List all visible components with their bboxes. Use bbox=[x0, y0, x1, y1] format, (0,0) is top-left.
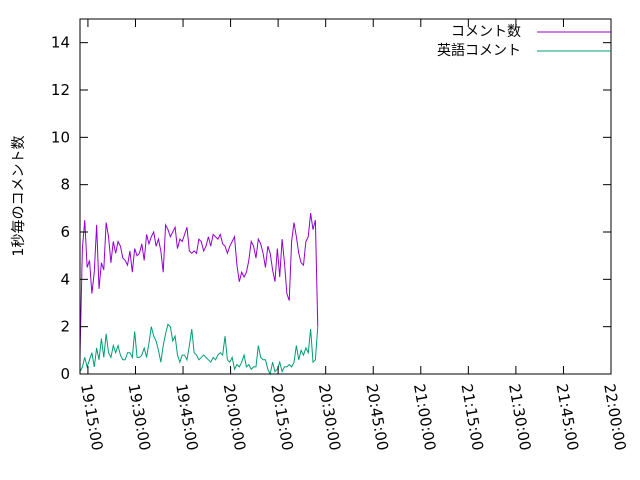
y-tick-label: 14 bbox=[51, 34, 70, 52]
y-tick-label: 0 bbox=[60, 365, 70, 383]
y-tick-label: 12 bbox=[51, 81, 70, 99]
series-line-1 bbox=[79, 212, 319, 356]
y-axis: 0 2 4 6 8 10 12 14 bbox=[51, 34, 611, 383]
y-tick-label: 10 bbox=[51, 128, 70, 146]
y-tick-label: 2 bbox=[60, 318, 70, 336]
y-tick-label: 6 bbox=[60, 223, 70, 241]
plot-frame bbox=[79, 18, 612, 375]
legend-label-2: 英語コメント bbox=[437, 42, 521, 59]
legend-label-1: コメント数 bbox=[451, 24, 521, 40]
y-tick-label: 4 bbox=[60, 270, 70, 288]
y-axis-label: 1秒毎のコメント数 bbox=[11, 136, 27, 257]
y-tick-label: 8 bbox=[60, 176, 70, 194]
